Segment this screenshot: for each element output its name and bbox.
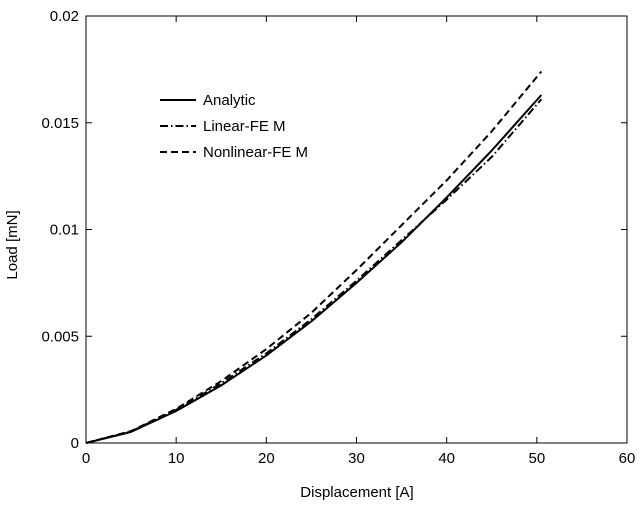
x-tick-label: 20 xyxy=(258,450,275,467)
series-layer xyxy=(85,70,543,444)
x-tick-label: 50 xyxy=(528,450,545,467)
plot-axes: 0 10 20 30 40 50 60 0 0.005 0.01 0.015 0.02 xyxy=(41,8,635,467)
x-axis-label: Displacement [A] xyxy=(300,484,413,501)
y-tick-label: 0 xyxy=(71,435,79,452)
series-line-nonlinear-fe-m xyxy=(85,70,543,444)
plot-frame xyxy=(85,15,628,444)
y-tick-label: 0.005 xyxy=(41,328,79,345)
y-tick-label: 0.01 xyxy=(50,222,79,239)
series-line-linear-fe-m xyxy=(85,98,543,444)
x-tick-label: 40 xyxy=(438,450,455,467)
legend: Analytic Linear-FE M Nonlinear-FE M xyxy=(160,92,308,161)
y-tick-label: 0.015 xyxy=(41,115,79,132)
y-axis-label: Load [mN] xyxy=(4,210,21,279)
x-tick-label: 0 xyxy=(82,450,90,467)
legend-label: Analytic xyxy=(203,92,256,109)
series-line-analytic xyxy=(85,94,543,444)
x-tick-label: 30 xyxy=(348,450,365,467)
y-tick-label: 0.02 xyxy=(50,8,79,25)
legend-label: Linear-FE M xyxy=(203,118,286,135)
legend-label: Nonlinear-FE M xyxy=(203,144,308,161)
x-tick-label: 60 xyxy=(619,450,636,467)
x-tick-label: 10 xyxy=(168,450,185,467)
